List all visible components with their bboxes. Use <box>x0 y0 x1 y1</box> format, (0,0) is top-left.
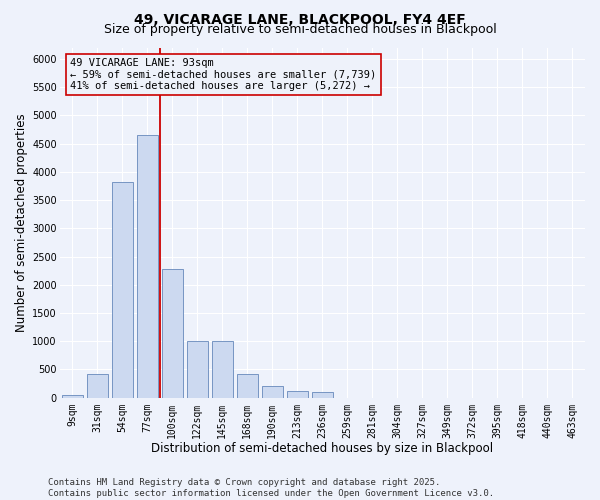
Bar <box>161 269 183 398</box>
Bar <box>236 374 258 398</box>
Y-axis label: Number of semi-detached properties: Number of semi-detached properties <box>15 114 28 332</box>
Bar <box>62 395 83 398</box>
Bar <box>86 374 108 398</box>
Bar <box>312 392 333 398</box>
Text: 49, VICARAGE LANE, BLACKPOOL, FY4 4EF: 49, VICARAGE LANE, BLACKPOOL, FY4 4EF <box>134 12 466 26</box>
Text: Size of property relative to semi-detached houses in Blackpool: Size of property relative to semi-detach… <box>104 22 496 36</box>
Bar <box>287 391 308 398</box>
Bar <box>262 386 283 398</box>
Bar <box>187 341 208 398</box>
X-axis label: Distribution of semi-detached houses by size in Blackpool: Distribution of semi-detached houses by … <box>151 442 493 455</box>
Bar <box>212 341 233 398</box>
Bar <box>137 135 158 398</box>
Text: Contains HM Land Registry data © Crown copyright and database right 2025.
Contai: Contains HM Land Registry data © Crown c… <box>48 478 494 498</box>
Text: 49 VICARAGE LANE: 93sqm
← 59% of semi-detached houses are smaller (7,739)
41% of: 49 VICARAGE LANE: 93sqm ← 59% of semi-de… <box>70 58 376 91</box>
Bar <box>112 182 133 398</box>
